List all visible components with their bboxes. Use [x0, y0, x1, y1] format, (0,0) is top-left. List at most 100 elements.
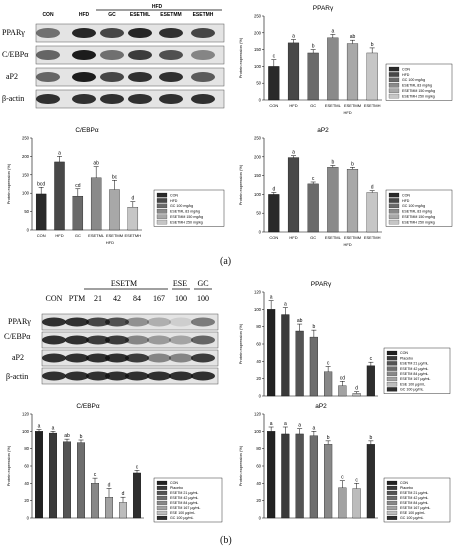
blot-band [86, 353, 110, 363]
bar [338, 487, 347, 519]
bar [105, 497, 114, 519]
legend-swatch [388, 77, 400, 83]
bar [346, 43, 359, 101]
y-tick-label: 0 [27, 516, 30, 521]
significance-label: b [351, 161, 354, 167]
legend-swatch [156, 198, 168, 203]
blot-band [86, 335, 110, 345]
bar [327, 37, 339, 101]
x-tick-label: HFD [289, 235, 297, 240]
blot-band [169, 317, 193, 327]
blot-band [36, 49, 60, 61]
legend-entry: ESETMM 150 mg/kg [402, 215, 435, 219]
blot-band [159, 93, 183, 105]
y-axis-label: Protein expression (%) [238, 164, 243, 205]
western-blot-b: ESETM ESE GC CON PTM 21 42 84 167 100 10… [4, 279, 219, 385]
significance-label: a [58, 150, 61, 156]
blot-band [65, 371, 89, 381]
blot-band [65, 353, 89, 363]
blot-b-row-labels: PPARγ C/EBPα aP2 β-actin [4, 317, 31, 381]
blot-a-row-cebp: C/EBPα [2, 50, 29, 59]
blot-band [191, 49, 215, 61]
significance-label: a [298, 423, 301, 429]
significance-label: c [136, 464, 139, 470]
blot-b-lane-gc100: 100 [197, 294, 209, 303]
blot-a-lane-gc: GC [108, 12, 116, 18]
blot-band [72, 71, 96, 83]
blot-band [36, 93, 60, 105]
x-tick-label: ESETML [325, 103, 342, 108]
blot-b-group-ese: ESE [173, 279, 187, 288]
legend-entry: CON [400, 481, 408, 485]
chart-b-ap2: aP2 Protein expression (%) 0 20 40 60 80 100 120… [238, 403, 451, 523]
legend-swatch [386, 361, 398, 366]
legend-swatch [386, 376, 398, 382]
x-axis-label: HFD [343, 242, 351, 247]
bar [346, 169, 359, 233]
blot-band [100, 93, 124, 105]
blot-a-lane-esetmm: ESETMM [160, 12, 181, 18]
blot-band [72, 93, 96, 105]
legend-entry: CON [170, 193, 178, 197]
y-tick-label: 200 [254, 30, 262, 35]
blot-band [105, 317, 129, 327]
y-tick-label: 0 [259, 230, 262, 235]
chart-title: aP2 [315, 403, 327, 410]
blot-band [191, 371, 215, 381]
y-tick-label: 100 [22, 191, 30, 196]
y-tick-label: 40 [256, 481, 261, 486]
chart-a-ppar-gamma: PPARγ Protein expression (%) 0 50 100 150 200 2… [238, 5, 453, 115]
x-tick-label: HFD [55, 233, 63, 238]
y-tick-label: 250 [254, 136, 262, 141]
bar [366, 444, 375, 519]
legend-swatch [388, 198, 400, 203]
blot-band [100, 49, 124, 61]
y-tick-label: 80 [24, 446, 29, 451]
legend-entry: GC 100 mg/kg [402, 204, 425, 208]
y-tick-label: 60 [24, 464, 29, 469]
significance-label: ab [93, 161, 99, 167]
blot-band [125, 353, 149, 363]
x-tick-label: GC [75, 233, 81, 238]
blot-a-group-hfd: HFD [152, 4, 163, 10]
significance-label: a [292, 150, 295, 156]
x-tick-label: ESETMM [344, 103, 361, 108]
legend-entry: GC 100 μg/mL [400, 388, 423, 392]
blot-band [191, 335, 215, 345]
blot-band [147, 317, 171, 327]
bar [352, 393, 361, 397]
significance-label: ab [350, 34, 356, 40]
legend-swatch [386, 495, 398, 500]
legend-entry: ESETM 42 μg/mL [400, 496, 428, 500]
legend-entry: HFD [402, 73, 410, 77]
legend-swatch [388, 66, 400, 72]
legend-swatch [156, 203, 168, 209]
y-tick-label: 50 [256, 81, 261, 86]
significance-label: c [273, 54, 276, 60]
legend-entry: ESETM 21 μg/mL [400, 362, 428, 366]
significance-label: a [312, 425, 315, 431]
blot-b-row-cebp: C/EBPα [4, 332, 31, 341]
legend-entry: ESETM 21 μg/mL [400, 491, 428, 495]
bar [54, 161, 65, 231]
x-tick-label: GC [310, 235, 316, 240]
bar [324, 444, 333, 519]
x-tick-label: ESETMH [364, 235, 381, 240]
y-tick-label: 20 [256, 376, 261, 381]
y-tick-label: 0 [27, 228, 30, 233]
chart-title: C/EBPα [76, 403, 100, 410]
blot-b-group-esetm: ESETM [111, 279, 137, 288]
y-tick-label: 20 [24, 498, 29, 503]
significance-label: b [369, 435, 372, 441]
bar [132, 472, 141, 519]
bar [287, 157, 300, 233]
y-tick-label: 0 [259, 394, 262, 399]
legend-swatch [156, 500, 168, 505]
legend-swatch [156, 505, 168, 510]
legend-swatch [388, 192, 400, 198]
significance-label: b [312, 44, 315, 50]
blot-a-row-labels: PPARγ C/EBPα aP2 β-actin [2, 28, 29, 103]
blot-band [65, 317, 89, 327]
blot-b-group-gc: GC [197, 279, 208, 288]
legend-entry: ESE 100 μg/mL [400, 511, 425, 515]
